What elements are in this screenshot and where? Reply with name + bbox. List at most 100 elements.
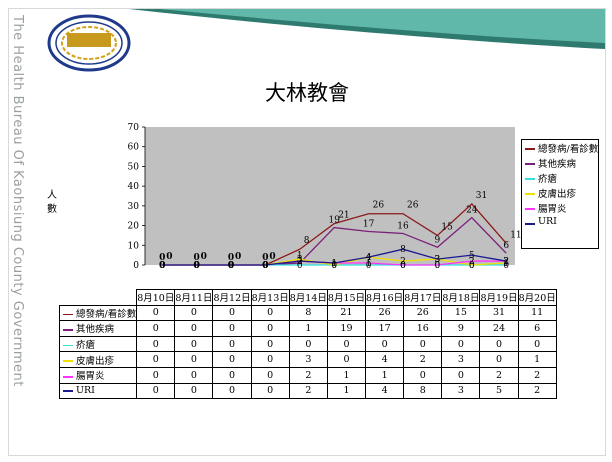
legend: 總發病/看診數 其他疾病 疥瘡 皮膚出疹 腸胃炎 URI: [521, 139, 599, 249]
series-name-cell: 疥瘡: [58, 335, 138, 353]
data-label: 0: [400, 261, 406, 271]
slide-frame: The Health Bureau Of Kaohsiung County Go…: [8, 8, 606, 456]
legend-item: 其他疾病: [522, 155, 598, 170]
table-cell: 11: [517, 304, 557, 322]
table-cell: 0: [174, 351, 214, 368]
table-cell: 4: [365, 351, 405, 368]
table-cell: 0: [212, 382, 252, 400]
data-label: 17: [363, 219, 375, 229]
series-name: 疥瘡: [76, 340, 96, 352]
legend-item: 疥瘡: [522, 170, 598, 185]
x-category-label: 8月16日: [365, 289, 405, 306]
data-label: 2: [400, 257, 406, 267]
table-cell: 1: [288, 320, 328, 337]
header-decoration: [47, 9, 605, 72]
data-label: 0: [193, 261, 199, 271]
table-row: 其他疾病 0 0 0 0 1 19 17 16 9 24 6: [58, 320, 557, 337]
table-cell: 0: [403, 366, 443, 384]
table-cell: 0: [136, 382, 176, 400]
legend-swatch: [525, 163, 535, 165]
series-name-cell: 其他疾病: [58, 320, 138, 337]
data-label: 0: [228, 253, 234, 263]
table-cell: 0: [174, 382, 214, 400]
series-name-cell: 總發病/看診數: [58, 304, 138, 322]
data-label: 2: [297, 257, 303, 267]
x-category-label: 8月20日: [517, 289, 557, 306]
series-swatch: [63, 313, 73, 316]
y-tick-label: 40: [128, 182, 140, 192]
data-label: 11: [510, 230, 521, 240]
data-label: 0: [435, 261, 441, 271]
x-category-label: 8月17日: [403, 289, 443, 306]
data-label: 0: [193, 261, 199, 271]
data-label: 0: [228, 261, 234, 271]
data-label: 0: [262, 261, 268, 271]
data-label: 0: [435, 261, 441, 271]
data-label: 24: [466, 206, 478, 216]
series-name: 腸胃炎: [76, 371, 105, 383]
legend-item: 皮膚出疹: [522, 185, 598, 200]
x-category-label: 8月13日: [250, 289, 290, 306]
data-label: 19: [328, 216, 340, 226]
table-cell: 0: [517, 335, 557, 353]
data-label: 0: [469, 261, 475, 271]
data-label: 15: [441, 222, 453, 232]
table-cell: 0: [174, 320, 214, 337]
table-cell: 24: [479, 320, 519, 337]
table-corner: [59, 289, 138, 306]
table-cell: 2: [517, 382, 557, 400]
legend-label: URI: [538, 216, 557, 227]
emblem-logo: [47, 14, 131, 72]
series-swatch: [63, 344, 73, 347]
series-name-cell: 皮膚出疹: [58, 351, 138, 368]
series-swatch: [63, 329, 73, 331]
data-label: 0: [228, 261, 234, 271]
x-category-label: 8月11日: [174, 289, 214, 306]
table-cell: 5: [479, 382, 519, 400]
data-label: 0: [331, 261, 337, 271]
data-label: 6: [503, 241, 509, 251]
table-cell: 2: [403, 351, 443, 368]
table-cell: 0: [441, 366, 481, 384]
data-label: 1: [297, 251, 303, 261]
data-label: 0: [159, 261, 165, 271]
table-cell: 3: [441, 351, 481, 368]
table-cell: 1: [326, 366, 367, 384]
table-cell: 2: [517, 366, 557, 384]
data-label: 0: [262, 253, 268, 263]
legend-swatch: [525, 208, 535, 210]
table-header-row: 8月10日 8月11日 8月12日 8月13日 8月14日 8月15日 8月16日 8月17日…: [59, 289, 557, 306]
data-label: 0: [193, 261, 199, 271]
table-cell: 0: [326, 351, 367, 368]
table-cell: 31: [479, 304, 519, 322]
table-cell: 2: [288, 366, 328, 384]
table-cell: 0: [136, 320, 176, 337]
data-label: 0: [366, 261, 372, 271]
data-label: 0: [166, 252, 172, 262]
table-cell: 19: [326, 320, 367, 337]
table-cell: 21: [326, 304, 367, 322]
data-label: 8: [400, 245, 406, 255]
table-cell: 17: [365, 320, 405, 337]
y-tick-label: 20: [128, 222, 140, 232]
y-tick-label: 70: [128, 123, 140, 133]
table-cell: 0: [479, 351, 519, 368]
legend-label: 腸胃炎: [538, 204, 567, 215]
table-cell: 0: [250, 351, 290, 368]
data-label: 3: [435, 255, 441, 265]
table-cell: 1: [517, 351, 557, 368]
table-cell: 26: [365, 304, 405, 322]
y-axis-label: 人數: [47, 190, 57, 215]
data-label: 21: [338, 211, 349, 221]
series-swatch: [63, 376, 73, 378]
data-label: 26: [407, 201, 419, 211]
plot-area: [145, 127, 515, 265]
x-category-label: 8月19日: [479, 289, 519, 306]
data-label: 0: [228, 261, 234, 271]
table-cell: 0: [174, 366, 214, 384]
data-label: 0: [262, 261, 268, 271]
data-label: 16: [397, 221, 409, 231]
table-cell: 0: [212, 320, 252, 337]
